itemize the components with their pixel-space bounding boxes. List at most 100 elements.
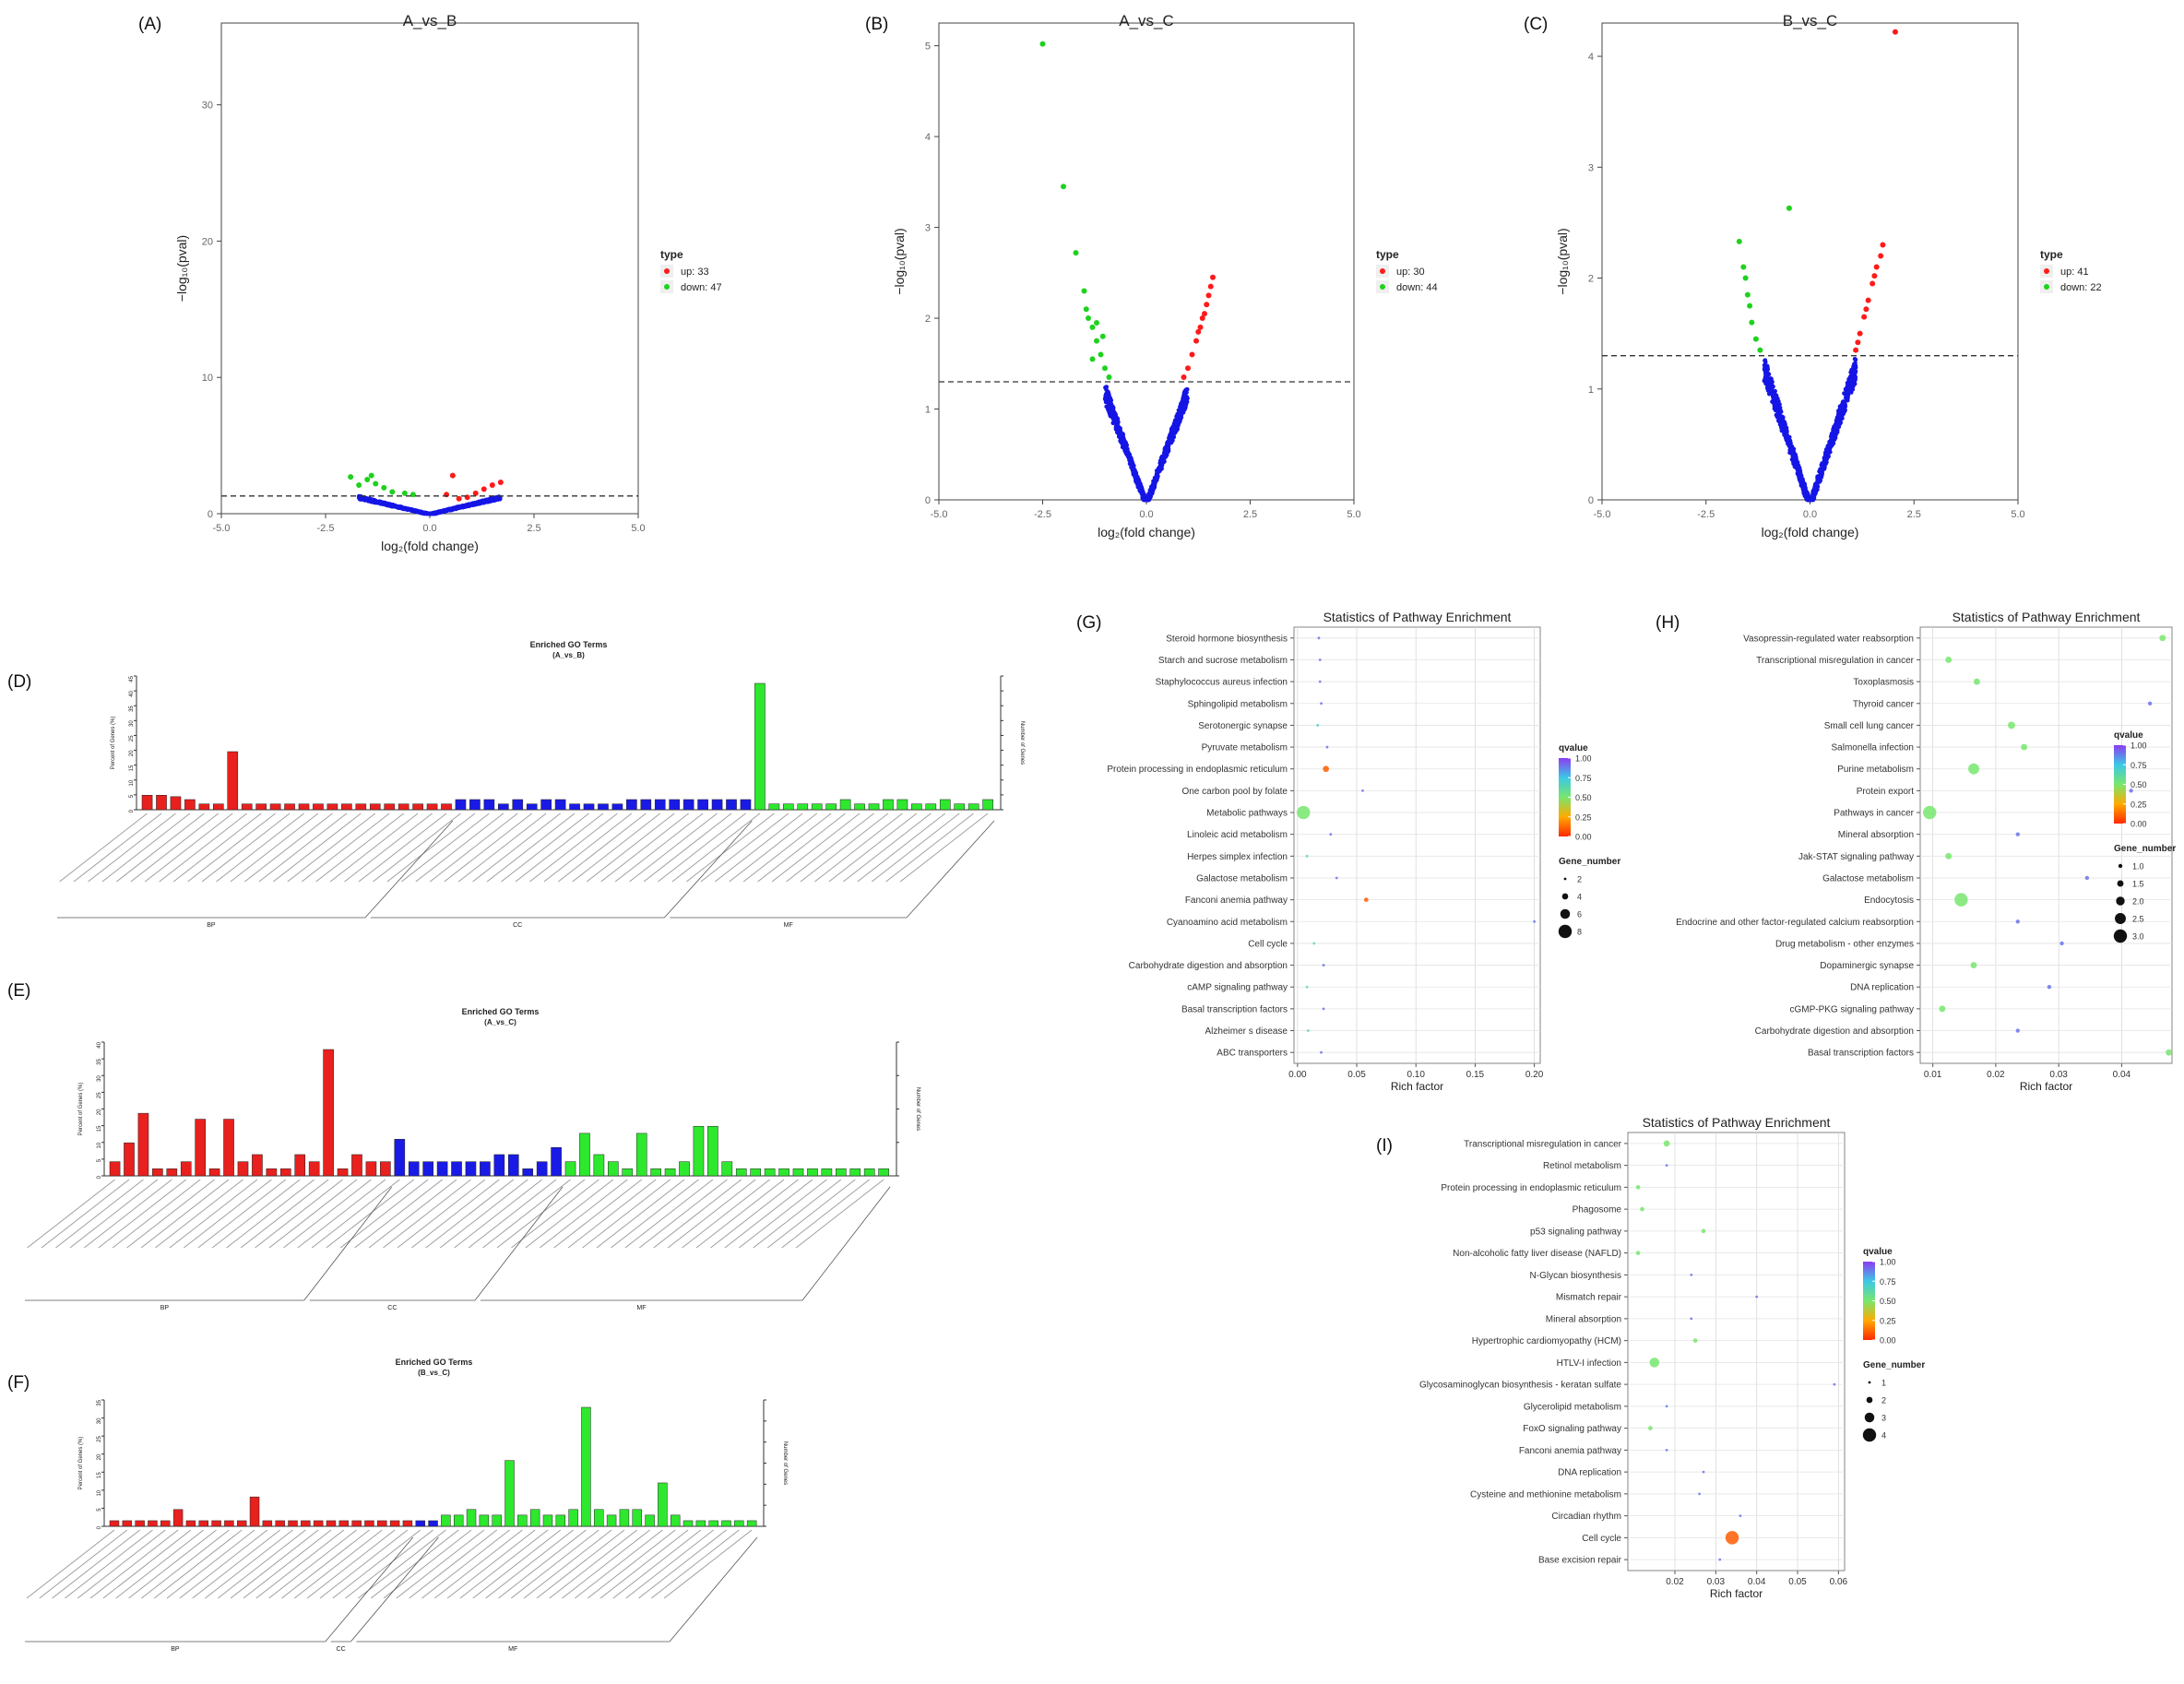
pathway-bubble [1648,1426,1653,1430]
term-label-line [197,1179,287,1249]
term-label-line [179,1529,268,1599]
go-bar [236,1520,247,1527]
panel-label: (D) [7,672,31,692]
pathway-bubble [1945,852,1953,860]
nonsig-point [1160,459,1165,464]
nonsig-point [1774,394,1779,399]
go-bar [137,1112,149,1177]
x-tick-label: 0.04 [2113,1070,2131,1080]
y-axis-label: Percent of Genes (%) [111,717,116,770]
nonsig-point [1154,473,1159,478]
go-bar [695,1520,706,1527]
nonsig-point [1137,489,1143,493]
y-tick-label: 5 [97,1508,102,1512]
down-point [1098,351,1104,358]
term-label-line [781,1179,870,1249]
y-tick-label: 25 [97,1092,102,1098]
group-bracket-side [325,1536,414,1642]
legend-down-label: down: 44 [1396,282,1438,293]
nonsig-point [1184,390,1189,395]
go-bar [783,803,794,811]
go-bar [883,799,894,811]
down-point [401,490,408,496]
term-label-line [549,1529,638,1599]
go-bar [664,1168,676,1177]
pathway-bubble [1297,805,1311,820]
size-legend-label: 2.0 [2132,897,2144,907]
pathway-bubble [1939,1005,1946,1013]
go-bar [241,803,253,811]
pathway-term-label: Circadian rhythm [1551,1512,1621,1522]
term-label-line [27,1179,115,1249]
nonsig-point [1109,401,1114,407]
pathway-term-label: Galactose metabolism [1196,873,1288,884]
term-label-line [558,812,647,883]
legend-title: type [2040,248,2063,261]
pathway-panel-I: (I) Statistics of Pathway Enrichment 0.02 0… [1376,1115,1925,1600]
term-label-line [115,1529,205,1599]
go-bar [109,1161,121,1177]
go-bar [124,1142,135,1177]
term-label-line [98,1179,187,1249]
down-point [356,481,362,488]
nonsig-point [1777,405,1783,410]
up-point [1855,339,1861,346]
down-point [410,492,416,498]
pathway-term-label: Sphingolipid metabolism [1188,699,1288,709]
go-bar [135,1520,145,1527]
down-point [1089,324,1096,330]
go-bar [275,1520,285,1527]
term-label-line [444,812,532,883]
term-label-line [766,1179,856,1249]
pathway-bubble [2147,701,2153,706]
pathway-term-label: Dopaminergic synapse [1820,961,1914,971]
nonsig-point [368,497,373,502]
term-label-line [409,1529,497,1599]
qvalue-colorbar [1863,1262,1875,1340]
size-legend-marker [2117,880,2124,887]
up-point [1861,314,1868,320]
legend-up-label: up: 41 [2060,267,2089,278]
term-label-line [828,812,918,883]
nonsig-point [1852,357,1858,362]
go-bar [213,803,224,811]
pathway-bubble [1663,1140,1670,1147]
y-tick-label: 15 [129,765,135,771]
go-bar [341,803,352,811]
go-bar [141,795,153,811]
pathway-term-label: Mineral absorption [1546,1314,1621,1324]
nonsig-point [1104,392,1110,397]
nonsig-point [1814,487,1819,492]
nonsig-point [1777,415,1782,421]
go-bar [364,1520,374,1527]
volcano-panel-A: (A) A_vs_B -5.0 -2.5 0.0 2.5 5.0 0 10 20 30 log₂(fo… [138,12,722,553]
pathway-bubble [1316,724,1320,727]
size-legend-label: 4 [1577,893,1582,902]
term-label-line [386,812,476,883]
term-label-line [543,812,633,883]
nonsig-point [1818,471,1823,477]
nonsig-point [401,506,406,512]
up-point [1207,283,1214,290]
pathway-bubble [1305,985,1309,989]
size-legend-marker [1561,893,1569,900]
term-label-line [498,1529,587,1599]
term-label-line [624,1179,714,1249]
go-bar [172,1509,184,1527]
nonsig-point [1821,462,1826,468]
term-label-line [658,812,746,883]
term-label-line [586,812,675,883]
nonsig-point [1763,371,1768,376]
go-bar [480,1161,491,1177]
pathway-term-label: Protein export [1857,787,1914,797]
go-bar [351,1520,362,1527]
term-label-line [515,812,604,883]
go-bar [529,1509,540,1527]
nonsig-point [1131,470,1136,476]
go-bar [453,1514,464,1527]
term-label-line [112,1179,201,1249]
go-bar [269,803,281,811]
go-bar [697,799,708,811]
group-label: MF [508,1646,517,1653]
down-point [348,474,354,480]
